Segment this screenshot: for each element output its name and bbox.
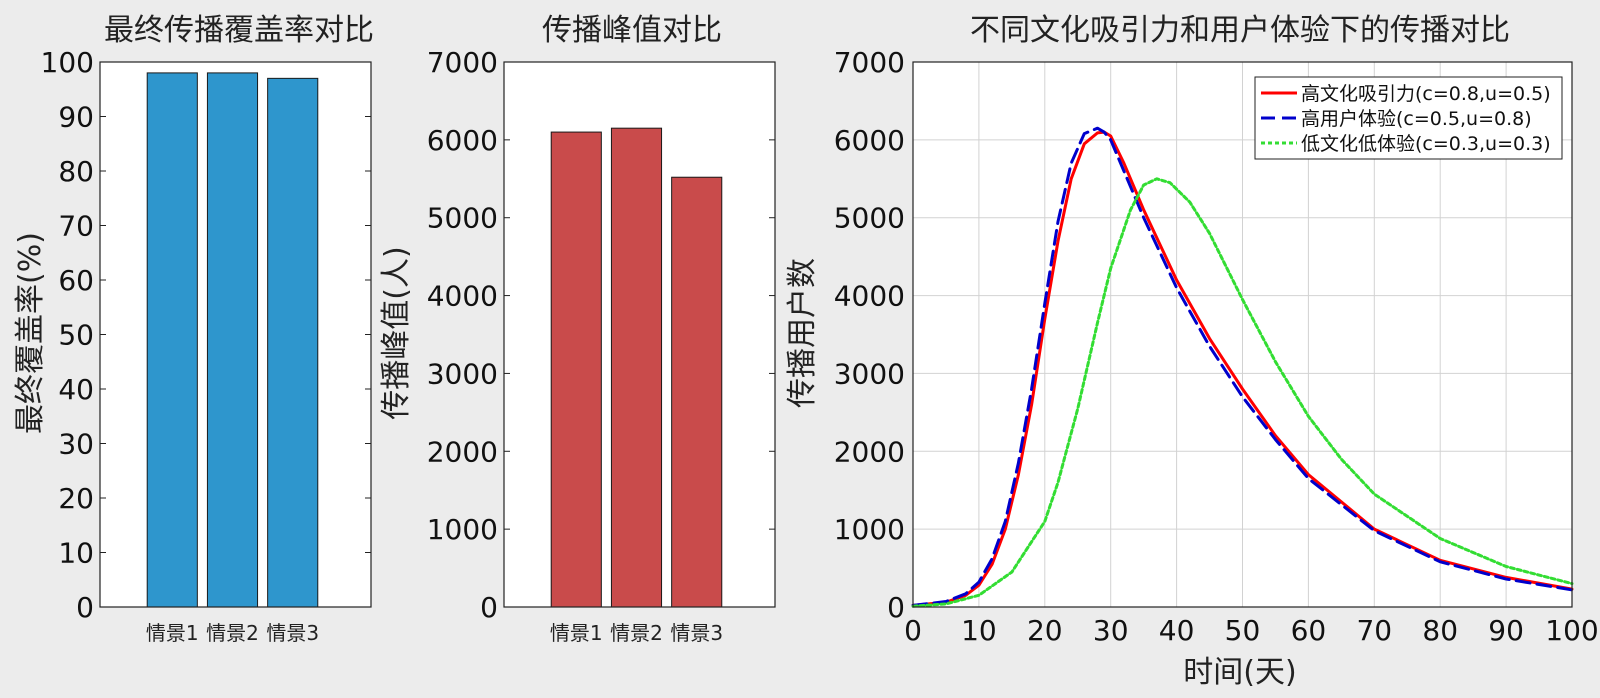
x-tick-label: 50 (1225, 614, 1261, 647)
bar-情景3 (267, 77, 319, 608)
y-tick-label: 20 (58, 482, 94, 515)
y-axis-label: 最终覆盖率(%) (13, 232, 48, 434)
y-tick-label: 80 (58, 155, 94, 188)
y-tick-label: 100 (41, 46, 94, 79)
x-tick-label: 情景2 (610, 621, 663, 645)
bar-情景2 (610, 127, 663, 608)
y-axis-label: 传播峰值(人) (379, 246, 414, 419)
y-tick-label: 10 (58, 537, 94, 570)
y-tick-label: 6000 (427, 124, 498, 157)
y-axis-label: 传播用户数 (785, 258, 820, 408)
y-tick-label: 7000 (834, 46, 905, 79)
legend-label-1: 高文化吸引力(c=0.8,u=0.5) (1301, 83, 1551, 105)
axes-frame (503, 61, 776, 608)
x-tick-label: 情景3 (670, 621, 723, 645)
peak-bar-chart: 传播峰值对比 传播峰值(人) 情景1 情景2 情景3 0 1000 2000 3000 400… (379, 13, 776, 645)
y-tick-label: 30 (58, 428, 94, 461)
y-tick-label: 60 (58, 264, 94, 297)
y-tick-label: 5000 (427, 202, 498, 235)
y-tick-label: 1000 (834, 513, 905, 546)
y-tick-label: 2000 (427, 435, 498, 468)
y-tick-label: 4000 (427, 280, 498, 313)
bar-情景1 (146, 72, 198, 608)
y-tick-label: 1000 (427, 513, 498, 546)
x-tick-label: 情景3 (266, 621, 319, 645)
y-tick-label: 0 (887, 591, 905, 624)
x-tick-label: 90 (1488, 614, 1524, 647)
x-tick-label: 70 (1356, 614, 1392, 647)
x-tick-label: 0 (904, 614, 922, 647)
x-tick-label: 情景1 (146, 621, 199, 645)
legend: 高文化吸引力(c=0.8,u=0.5) 高用户体验(c=0.5,u=0.8) 低文化… (1254, 76, 1563, 160)
legend-box (1254, 76, 1563, 160)
y-tick-label: 6000 (834, 124, 905, 157)
y-tick-label: 3000 (834, 357, 905, 390)
legend-label-3: 低文化低体验(c=0.3,u=0.3) (1301, 133, 1551, 155)
x-tick-label: 80 (1422, 614, 1458, 647)
series-line-2 (911, 126, 1574, 607)
y-tick-label: 40 (58, 373, 94, 406)
chart-title: 最终传播覆盖率对比 (104, 13, 374, 48)
coverage-bar-chart: 最终传播覆盖率对比 最终覆盖率(%) 情景1 情景2 情景3 0 10 20 30 40 50 6… (13, 13, 374, 645)
x-tick-label: 60 (1291, 614, 1327, 647)
y-tick-label: 90 (58, 101, 94, 134)
axes-frame (99, 61, 372, 608)
chart-title: 传播峰值对比 (542, 13, 722, 48)
x-tick-label: 10 (961, 614, 997, 647)
y-tick-label: 4000 (834, 280, 905, 313)
x-tick-label: 情景1 (550, 621, 603, 645)
spread-line-chart: 不同文化吸引力和用户体验下的传播对比 传播用户数 时间(天) 0 10 20 30 40… (785, 13, 1599, 690)
y-tick-label: 70 (58, 210, 94, 243)
y-tick-label: 0 (480, 591, 498, 624)
x-tick-label: 40 (1159, 614, 1195, 647)
chart-title: 不同文化吸引力和用户体验下的传播对比 (970, 13, 1510, 48)
x-tick-label: 100 (1545, 614, 1598, 647)
x-axis-label: 时间(天) (1183, 655, 1296, 690)
bar-情景2 (206, 72, 259, 608)
y-tick-label: 3000 (427, 357, 498, 390)
series-line-3 (911, 177, 1574, 608)
y-tick-label: 5000 (834, 202, 905, 235)
x-tick-label: 情景2 (206, 621, 259, 645)
y-tick-label: 50 (58, 319, 94, 352)
axes-frame (912, 61, 1573, 608)
legend-label-2: 高用户体验(c=0.5,u=0.8) (1301, 108, 1532, 130)
bar-情景1 (550, 131, 602, 608)
y-tick-label: 7000 (427, 46, 498, 79)
x-tick-label: 30 (1093, 614, 1129, 647)
y-tick-label: 0 (76, 591, 94, 624)
x-tick-label: 20 (1027, 614, 1063, 647)
bar-情景3 (671, 176, 723, 608)
y-tick-label: 2000 (834, 435, 905, 468)
series-line-1 (911, 130, 1574, 607)
